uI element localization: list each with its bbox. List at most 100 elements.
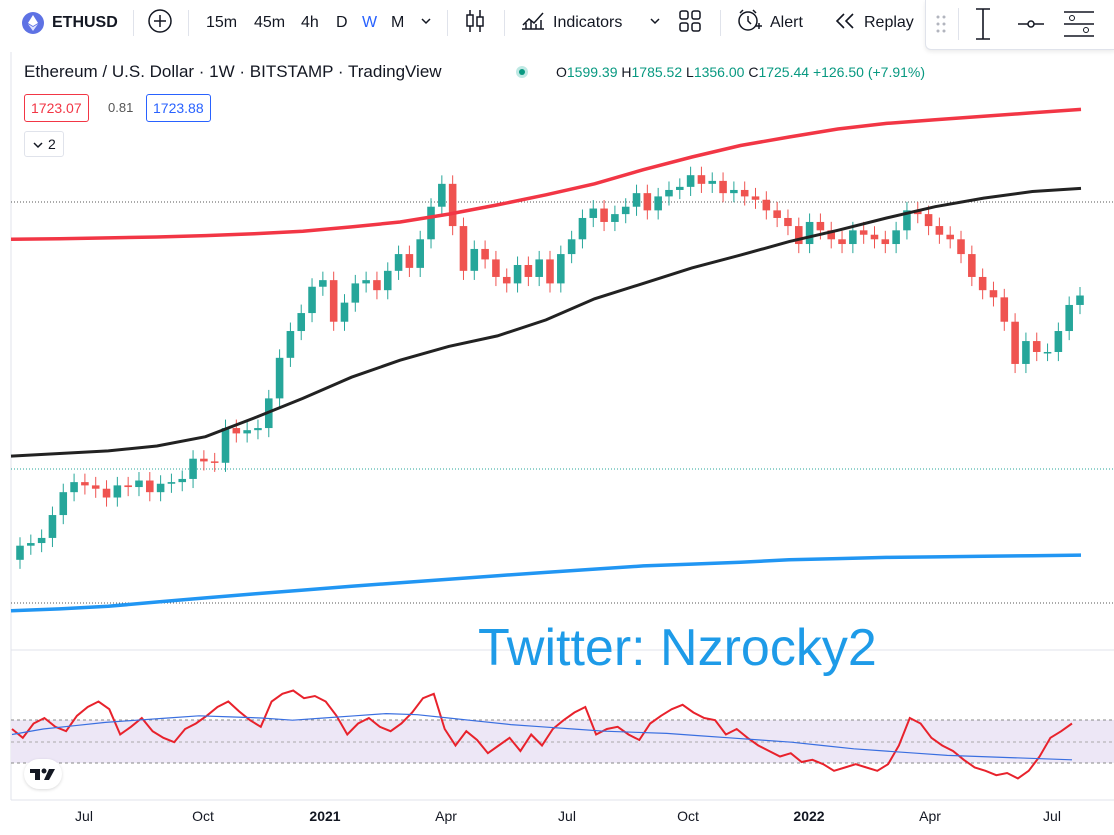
candle	[1022, 332, 1030, 374]
candle	[146, 472, 154, 502]
indicators-collapse-button[interactable]: 2	[24, 131, 64, 157]
candle	[1043, 343, 1052, 362]
candle	[48, 506, 57, 548]
candle	[81, 473, 89, 495]
moving-average-line	[10, 186, 1082, 458]
candle	[632, 184, 641, 216]
candle	[935, 217, 944, 244]
candle	[481, 240, 489, 269]
symbol-button[interactable]: ETHUSD	[22, 0, 118, 46]
candle	[492, 250, 500, 287]
tradingview-logo-icon[interactable]	[24, 759, 62, 789]
candle	[557, 245, 565, 293]
open-value: 1599.39	[566, 64, 618, 80]
candle	[621, 198, 630, 224]
candle	[784, 209, 792, 236]
candle	[827, 221, 836, 249]
interval-label: M	[391, 14, 405, 31]
indicators-icon	[520, 9, 546, 38]
candle	[578, 209, 587, 249]
candle	[1000, 288, 1009, 331]
candle	[676, 178, 684, 200]
interval-m[interactable]: M	[391, 0, 404, 46]
x-axis-label: Oct	[677, 808, 699, 824]
replay-label: Replay	[864, 14, 914, 31]
candle	[275, 349, 284, 408]
replay-icon	[834, 11, 856, 36]
candle	[351, 274, 360, 312]
candle	[70, 473, 78, 502]
candle	[200, 450, 208, 471]
interval-label: W	[362, 14, 378, 31]
close-value: 1725.44	[758, 64, 810, 80]
candle	[37, 529, 46, 553]
candle	[373, 271, 381, 300]
chevron-down-icon	[648, 14, 662, 33]
low-value: 1356.00	[693, 64, 745, 80]
candle	[319, 271, 327, 296]
candle	[427, 198, 435, 249]
x-axis-label: Jul	[558, 808, 576, 824]
candle	[438, 175, 446, 216]
interval-d[interactable]: D	[336, 0, 348, 46]
candle	[957, 230, 965, 264]
interval-45m[interactable]: 45m	[254, 0, 285, 46]
alert-label: Alert	[770, 14, 803, 31]
candle	[459, 217, 468, 280]
interval-label: 15m	[206, 14, 238, 31]
candle	[535, 250, 543, 287]
candle	[1011, 313, 1019, 374]
x-axis-label: Apr	[435, 808, 457, 824]
cursor-tool-icon[interactable]	[968, 6, 998, 47]
candle	[1076, 287, 1084, 315]
candle	[102, 480, 111, 507]
candle	[243, 421, 251, 443]
candle	[968, 245, 976, 287]
candle	[383, 262, 392, 300]
sell-price-button[interactable]: 1723.07	[24, 94, 89, 122]
candle	[502, 268, 511, 293]
interval-label: 4h	[301, 14, 319, 31]
interval-w[interactable]: W	[362, 0, 377, 46]
interval-4h[interactable]: 4h	[301, 0, 319, 46]
horizontal-line-icon[interactable]	[1016, 14, 1046, 39]
candle	[308, 278, 316, 323]
interval-label: D	[336, 14, 348, 31]
layout-button[interactable]	[678, 0, 702, 46]
replay-button[interactable]: Replay	[834, 0, 914, 46]
candle	[1054, 322, 1063, 362]
candle	[978, 268, 987, 300]
candle	[708, 172, 717, 193]
x-axis-label: Jul	[1043, 808, 1061, 824]
add-compare-button[interactable]	[147, 0, 173, 46]
candle	[643, 184, 652, 220]
x-axis-label: Jul	[75, 808, 93, 824]
indicators-dropdown[interactable]	[648, 0, 662, 46]
drawing-toolbar	[925, 0, 1114, 50]
candle	[892, 221, 900, 254]
candle	[524, 256, 533, 287]
symbol-label: ETHUSD	[52, 14, 118, 31]
chart-type-button[interactable]	[463, 0, 487, 46]
candle	[91, 476, 100, 498]
candle	[838, 230, 846, 254]
ethereum-logo-icon	[22, 12, 44, 34]
candle	[870, 226, 879, 249]
menu-lines-icon[interactable]	[1062, 8, 1096, 45]
candle	[751, 187, 760, 209]
indicators-button[interactable]: Indicators	[520, 0, 622, 46]
candle	[27, 534, 35, 555]
drag-handle-icon[interactable]	[936, 14, 946, 39]
buy-price-button[interactable]: 1723.88	[146, 94, 211, 122]
interval-dropdown[interactable]	[419, 0, 433, 46]
candle	[448, 175, 457, 236]
alert-button[interactable]: Alert	[736, 0, 803, 46]
high-value: 1785.52	[631, 64, 683, 80]
candle	[903, 201, 911, 240]
watermark-text: Twitter: Nzrocky2	[478, 619, 877, 677]
candle	[124, 476, 132, 497]
candle	[589, 200, 598, 228]
spread-value: 0.81	[108, 100, 134, 115]
interval-15m[interactable]: 15m	[206, 0, 237, 46]
